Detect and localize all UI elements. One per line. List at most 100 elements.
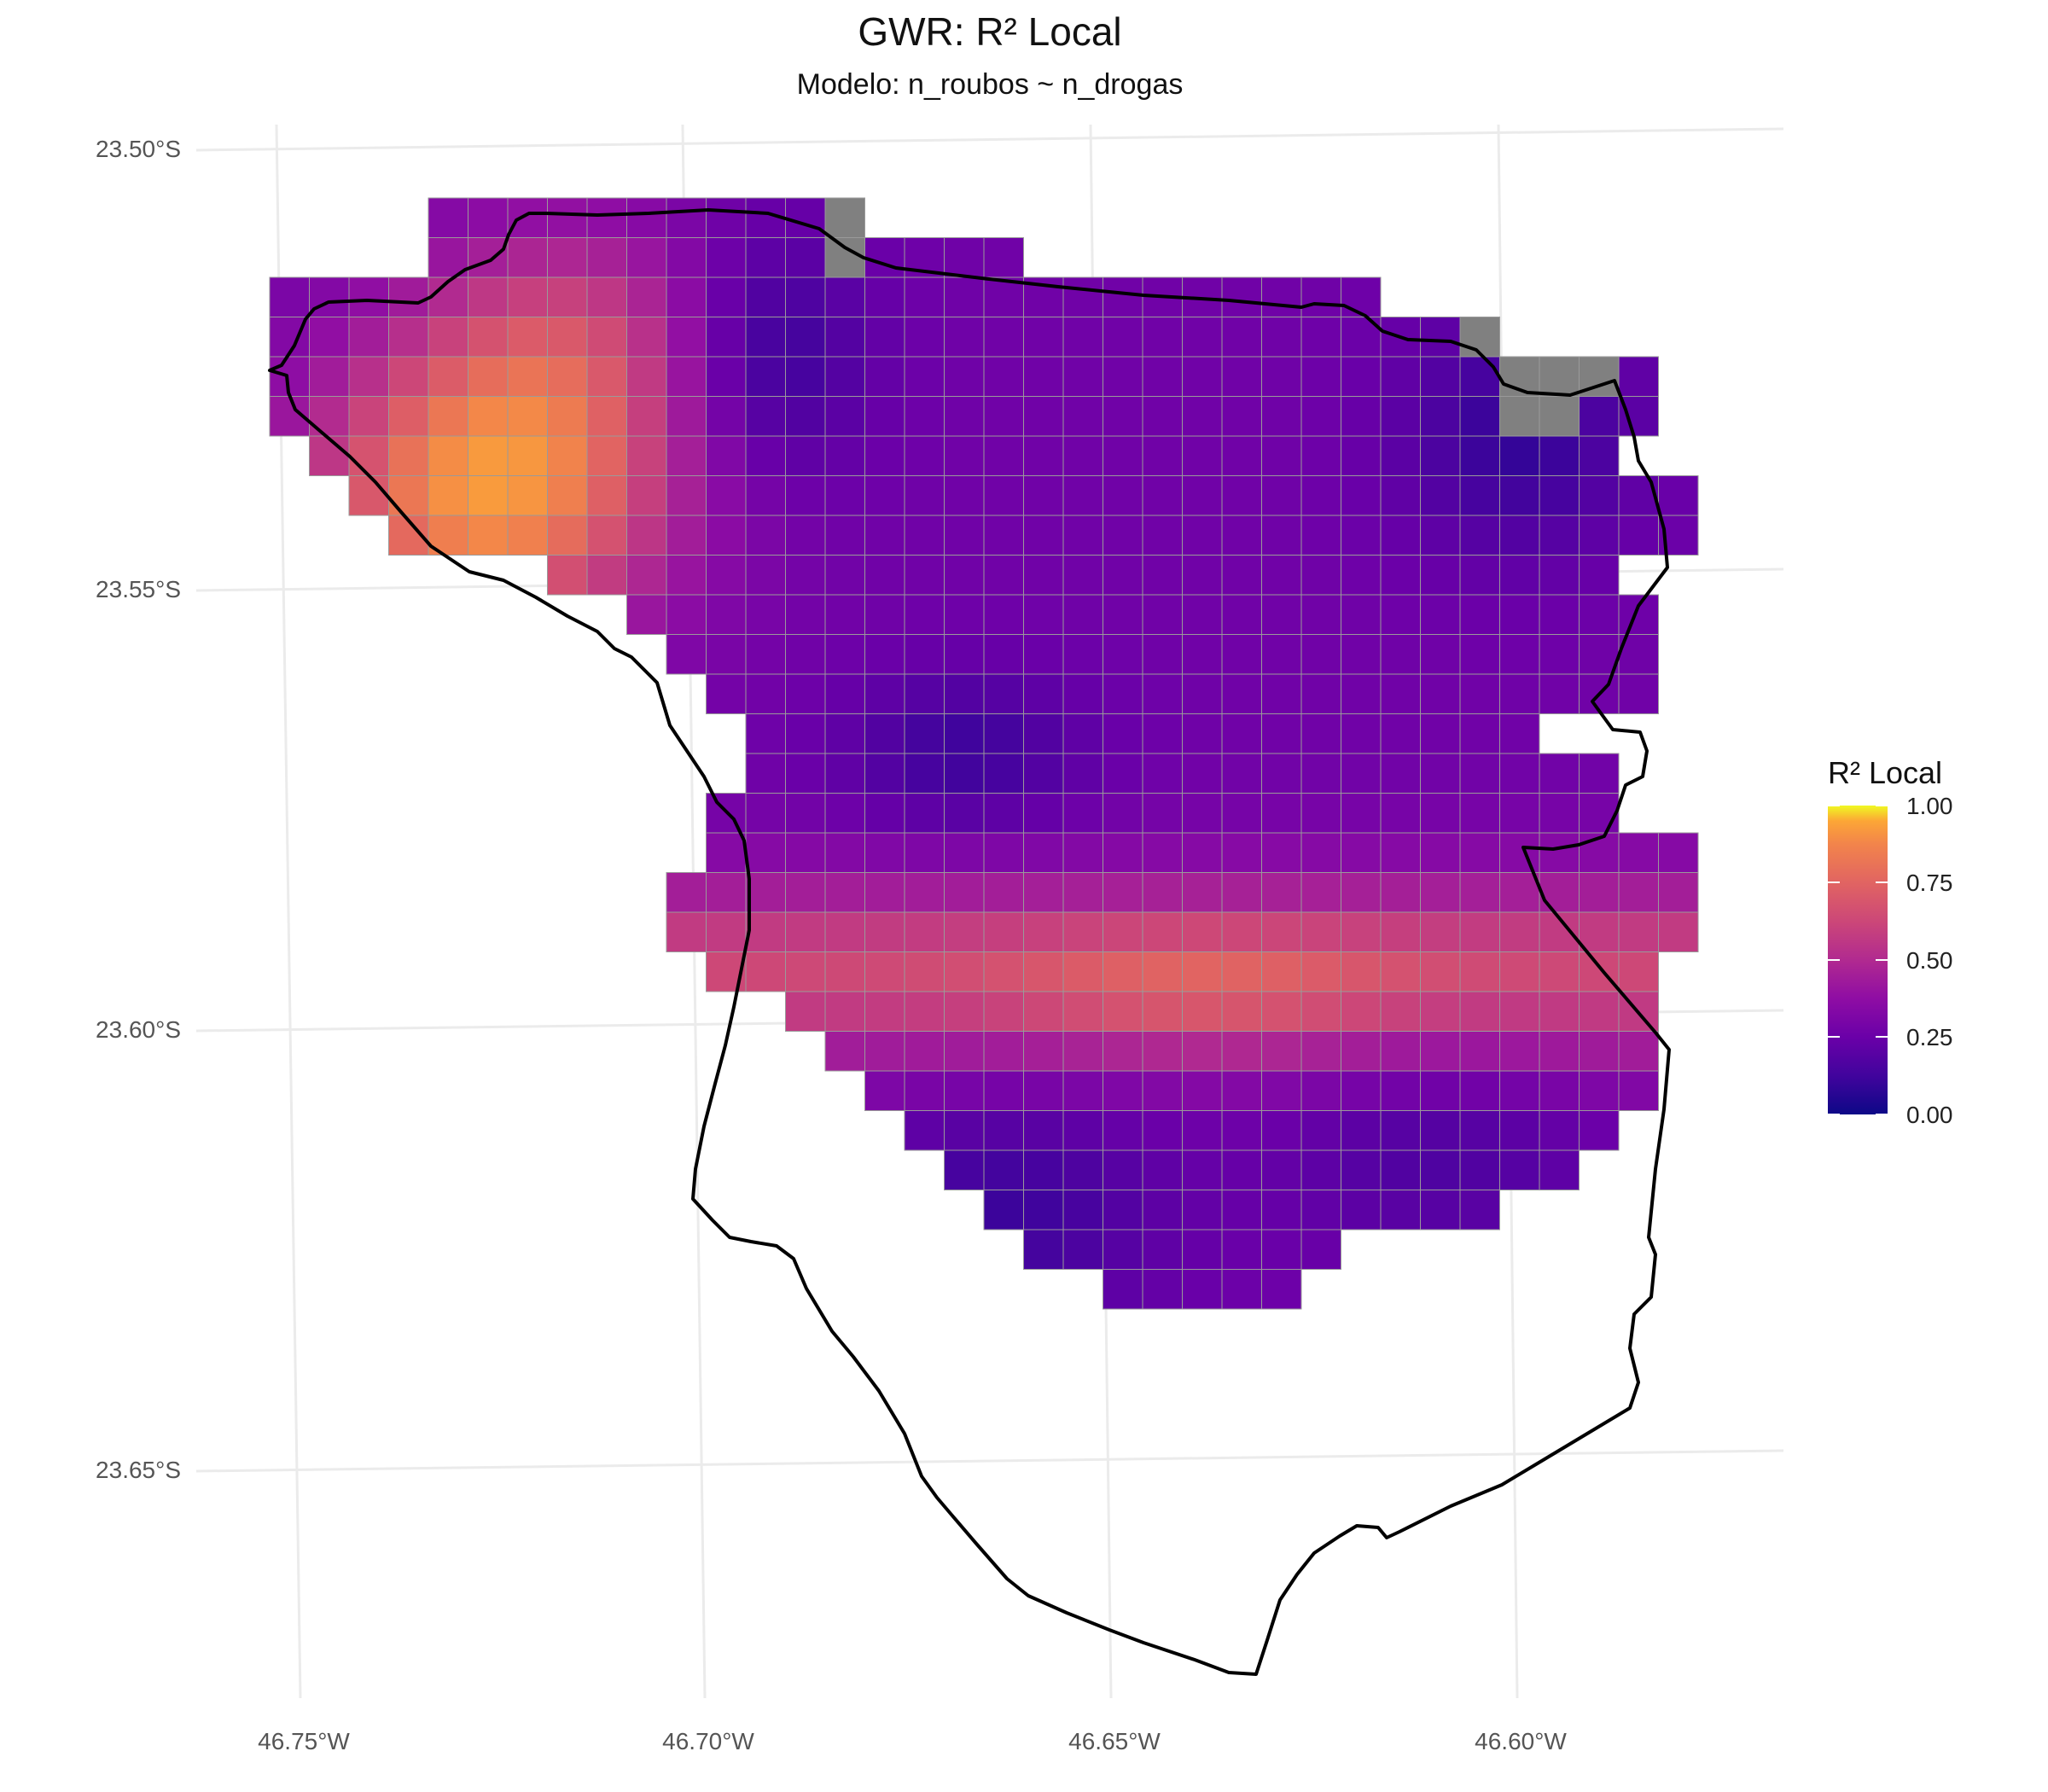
grid-cell xyxy=(1459,356,1500,397)
grid-cell xyxy=(864,673,905,714)
grid-cell xyxy=(745,317,786,358)
grid-cell xyxy=(1062,435,1103,476)
grid-cell xyxy=(1221,555,1262,596)
grid-cell xyxy=(745,555,786,596)
grid-cell xyxy=(904,634,945,675)
grid-cell xyxy=(785,396,826,437)
grid-cell xyxy=(1300,356,1341,397)
grid-cell xyxy=(864,317,905,358)
grid-cell xyxy=(388,317,429,358)
grid-cell xyxy=(1499,673,1540,714)
grid-cell xyxy=(944,911,985,952)
grid-cell xyxy=(1023,634,1064,675)
grid-cell xyxy=(309,435,350,476)
grid-cell xyxy=(1579,951,1620,992)
grid-cell xyxy=(1142,356,1183,397)
grid-cell xyxy=(1300,951,1341,992)
grid-cell xyxy=(1300,1031,1341,1072)
grid-cell xyxy=(1579,1110,1620,1151)
map-subtitle: Modelo: n_roubos ~ n_drogas xyxy=(796,68,1184,101)
grid-cell xyxy=(864,1070,905,1111)
grid-cell xyxy=(1499,1031,1540,1072)
grid-cell xyxy=(1023,1031,1064,1072)
grid-cell xyxy=(1062,515,1103,556)
grid-cell xyxy=(1579,793,1620,834)
grid-cell xyxy=(1103,872,1143,913)
grid-cell xyxy=(1300,634,1341,675)
grid-cell xyxy=(1539,594,1580,635)
grid-cell xyxy=(1380,515,1421,556)
grid-cell xyxy=(1300,1070,1341,1111)
grid-cell xyxy=(1579,555,1620,596)
grid-cell xyxy=(1420,1149,1461,1190)
grid-cell xyxy=(1539,991,1580,1032)
grid-cell xyxy=(666,872,707,913)
grid-cell xyxy=(785,515,826,556)
grid-cell xyxy=(706,634,747,675)
grid-cell xyxy=(1420,951,1461,992)
grid-cell xyxy=(1459,673,1500,714)
grid-cell xyxy=(824,515,865,556)
grid-cell xyxy=(864,793,905,834)
grid-cell xyxy=(864,911,905,952)
grid-cell xyxy=(904,317,945,358)
grid-cell xyxy=(1420,991,1461,1032)
grid-cell xyxy=(1420,475,1461,516)
grid-cell xyxy=(1300,1110,1341,1151)
lat-tick-label: 23.50°S xyxy=(96,136,181,162)
graticule-lat-line xyxy=(195,127,1784,152)
grid-cell xyxy=(1341,396,1382,437)
grid-cell xyxy=(745,832,786,873)
grid-cell xyxy=(706,673,747,714)
grid-cell xyxy=(1341,832,1382,873)
grid-cell xyxy=(824,991,865,1032)
grid-cell xyxy=(547,396,588,437)
grid-cell xyxy=(745,673,786,714)
grid-cell xyxy=(1142,594,1183,635)
grid-cell xyxy=(1420,911,1461,952)
grid-cell xyxy=(1221,832,1262,873)
grid-cell xyxy=(1499,872,1540,913)
grid-cell xyxy=(944,753,985,794)
grid-cell xyxy=(944,435,985,476)
grid-cell xyxy=(1261,356,1302,397)
grid-cell xyxy=(1459,435,1500,476)
grid-cell xyxy=(1341,713,1382,754)
grid-cell xyxy=(428,475,468,516)
grid-cell xyxy=(1062,911,1103,952)
grid-cell xyxy=(785,793,826,834)
grid-cell xyxy=(1579,435,1620,476)
legend-tick-label: 0.75 xyxy=(1906,870,1953,896)
grid-cell xyxy=(626,555,667,596)
grid-cell xyxy=(1142,475,1183,516)
grid-cell xyxy=(983,1149,1024,1190)
legend: R² Local 1.00 0.75 0.50 0.25 0.00 xyxy=(1828,755,1953,1128)
grid-cell xyxy=(1341,1149,1382,1190)
grid-cell xyxy=(1420,753,1461,794)
grid-cell xyxy=(666,515,707,556)
grid-cell xyxy=(706,435,747,476)
grid-cell xyxy=(1579,594,1620,635)
grid-cell xyxy=(1062,634,1103,675)
grid-cell xyxy=(1579,872,1620,913)
grid-cell xyxy=(1420,555,1461,596)
grid-cell xyxy=(1420,793,1461,834)
grid-cell xyxy=(983,356,1024,397)
grid-cell xyxy=(864,237,905,278)
grid-cell xyxy=(586,555,627,596)
grid-cell xyxy=(904,475,945,516)
grid-cell xyxy=(388,396,429,437)
grid-cell xyxy=(706,911,747,952)
grid-cell xyxy=(1341,1110,1382,1151)
grid-cell xyxy=(1539,753,1580,794)
grid-cell xyxy=(983,594,1024,635)
grid-cell xyxy=(1261,832,1302,873)
grid-cell xyxy=(1380,911,1421,952)
grid-cell xyxy=(1499,832,1540,873)
grid-cell xyxy=(1300,793,1341,834)
grid-cell xyxy=(1023,555,1064,596)
grid-cell xyxy=(428,396,468,437)
grid-cell xyxy=(468,515,509,556)
grid-cell xyxy=(745,475,786,516)
grid-cell xyxy=(269,276,310,317)
